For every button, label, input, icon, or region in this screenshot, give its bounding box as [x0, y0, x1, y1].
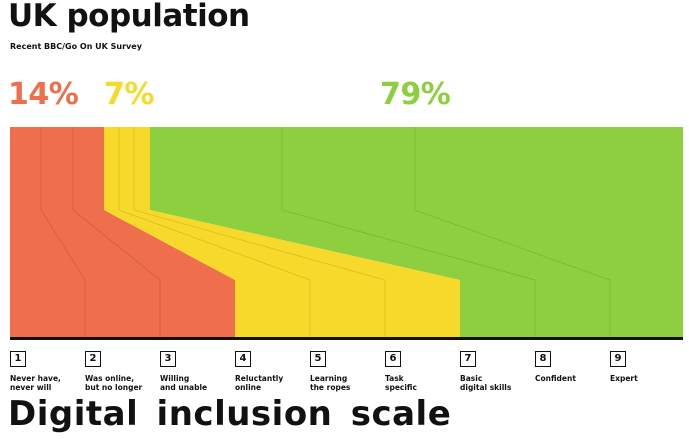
stage-7: 7 Basic digital skills	[460, 346, 532, 392]
stage-number: 2	[85, 351, 101, 367]
band-low-inclusion	[10, 127, 235, 338]
stage-number: 3	[160, 351, 176, 367]
flow-lines	[40, 127, 611, 338]
stage-label: Learning the ropes	[310, 374, 351, 392]
stage-5: 5 Learning the ropes	[310, 346, 382, 392]
stage-label: Confident	[535, 374, 576, 383]
band-high-inclusion	[150, 127, 683, 338]
stage-1: 1 Never have, never will	[10, 346, 82, 392]
band-mid-inclusion	[104, 127, 460, 338]
stage-number: 7	[460, 351, 476, 367]
stage-number: 8	[535, 351, 551, 367]
stage-6: 6 Task specific	[385, 346, 457, 392]
stage-number: 6	[385, 351, 401, 367]
group-pct-low: 14%	[8, 77, 79, 112]
stage-label: Was online, but no longer	[85, 374, 143, 392]
flow-line-5	[281, 127, 536, 338]
stage-label: Basic digital skills	[460, 374, 512, 392]
chart-subtitle: Recent BBC/Go On UK Survey	[10, 42, 142, 51]
stage-9: 9 Expert	[610, 346, 682, 383]
stage-label: Expert	[610, 374, 638, 383]
flow-line-2	[72, 127, 161, 338]
scale-title: Digital inclusion scale	[8, 394, 452, 434]
stage-3: 3 Willing and unable	[160, 346, 232, 392]
stage-label: Task specific	[385, 374, 417, 392]
chart-title: UK population	[8, 0, 250, 34]
stage-number: 1	[10, 351, 26, 367]
stage-2: 2 Was online, but no longer	[85, 346, 157, 392]
stage-number: 9	[610, 351, 626, 367]
flow-line-1	[40, 127, 86, 338]
stage-number: 4	[235, 351, 251, 367]
stage-8: 8 Confident	[535, 346, 607, 383]
group-pct-mid: 7%	[104, 77, 154, 112]
stage-number: 5	[310, 351, 326, 367]
stage-label: Never have, never will	[10, 374, 61, 392]
stage-label: Reluctantly online	[235, 374, 284, 392]
group-pct-high: 79%	[380, 77, 451, 112]
flow-line-6	[414, 127, 611, 338]
stage-4: 4 Reluctantly online	[235, 346, 307, 392]
baseline	[10, 337, 683, 340]
flow-line-4	[133, 127, 386, 338]
stage-label: Willing and unable	[160, 374, 208, 392]
flow-line-3	[118, 127, 311, 338]
